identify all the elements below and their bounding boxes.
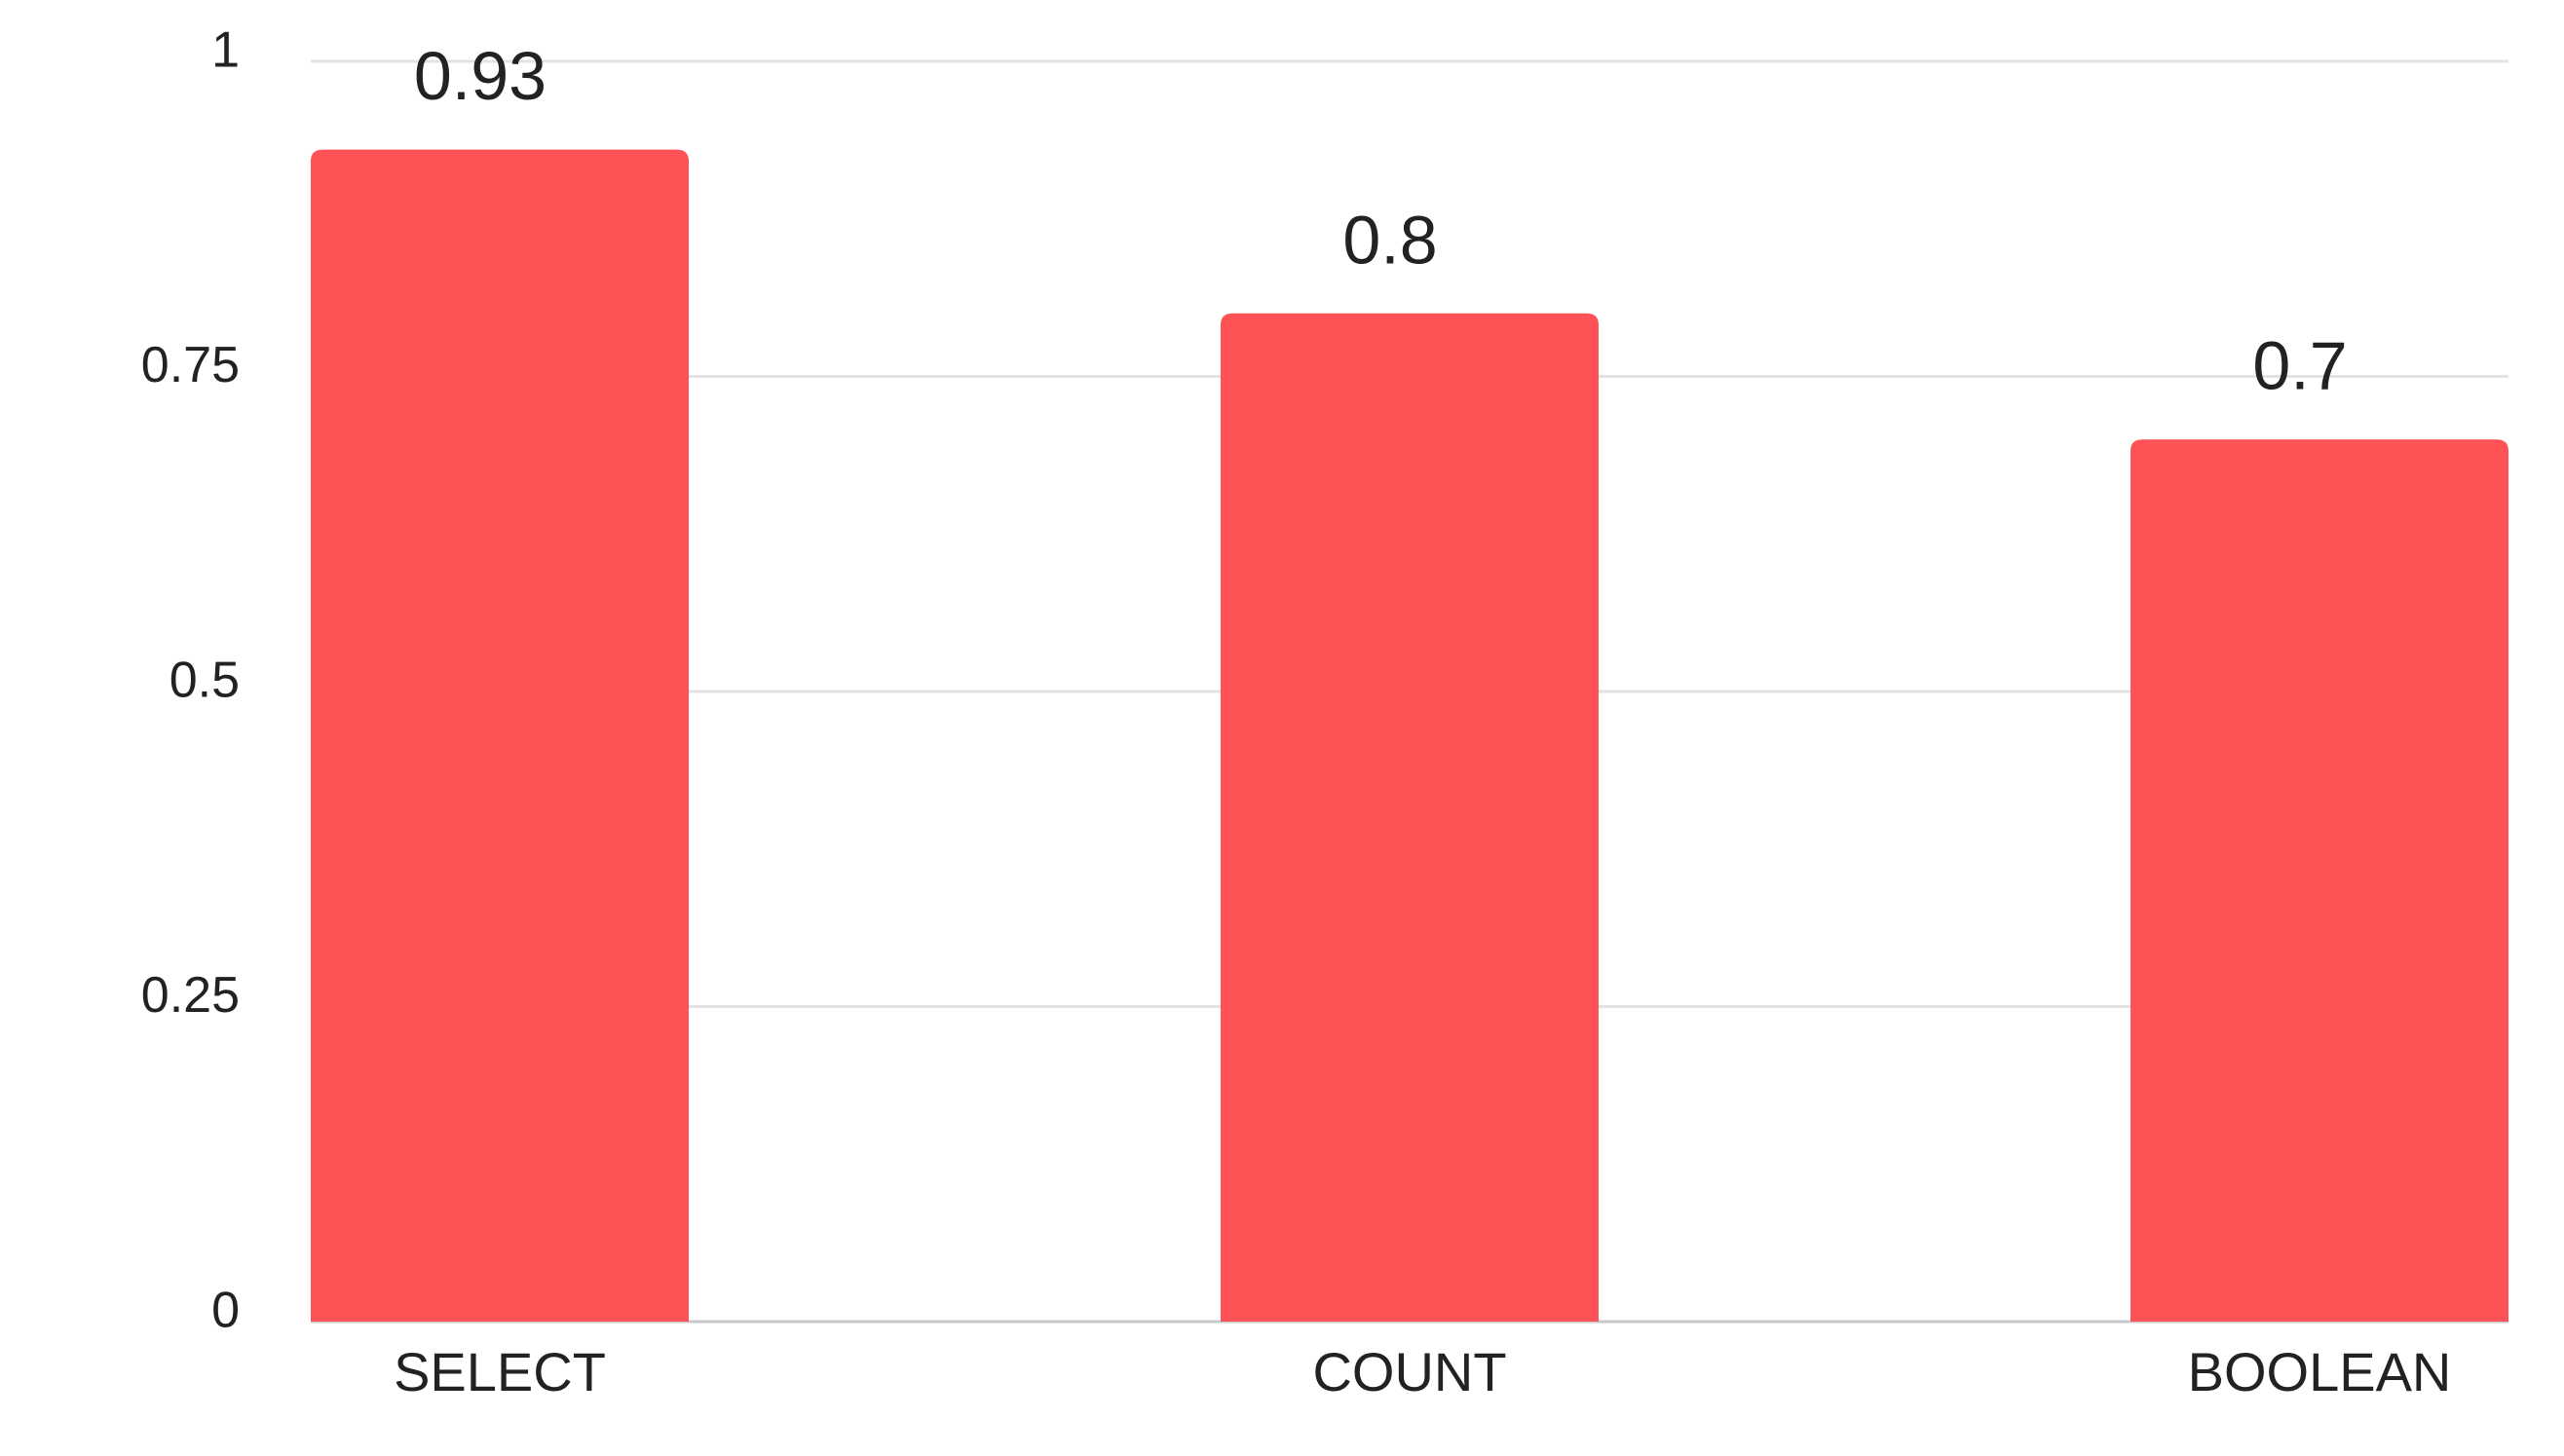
x-tick-label: SELECT — [394, 1341, 606, 1402]
y-tick-label: 0.5 — [170, 653, 240, 709]
bar — [2130, 439, 2508, 1322]
x-tick-label: COUNT — [1312, 1341, 1506, 1402]
bar — [1221, 313, 1599, 1322]
value-label: 0.93 — [414, 38, 547, 114]
bar — [311, 149, 689, 1323]
value-label: 0.7 — [2252, 328, 2347, 404]
value-label: 0.8 — [1342, 202, 1437, 278]
y-tick-label: 0.25 — [141, 967, 240, 1024]
x-tick-label: BOOLEAN — [2188, 1341, 2452, 1402]
y-tick-label: 1 — [211, 22, 240, 79]
y-tick-label: 0.75 — [141, 337, 240, 393]
y-tick-label: 0 — [211, 1283, 240, 1339]
